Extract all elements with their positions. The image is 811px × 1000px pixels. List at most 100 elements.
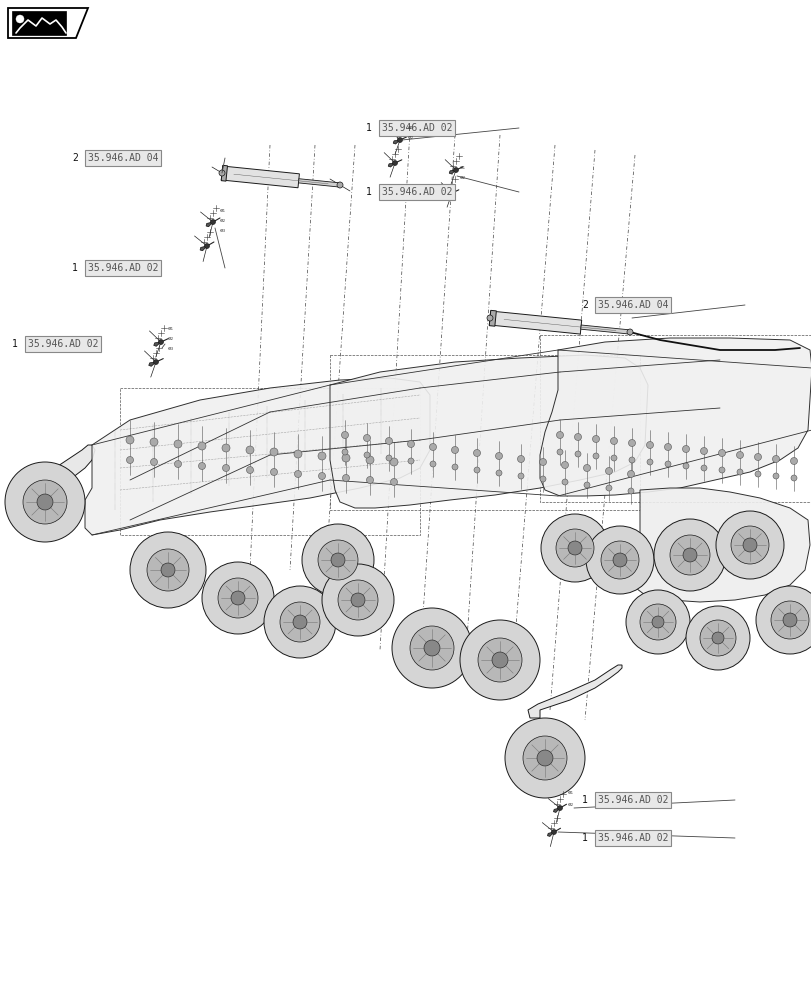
Circle shape: [342, 475, 349, 482]
Circle shape: [782, 613, 796, 627]
Circle shape: [294, 471, 301, 478]
Circle shape: [561, 462, 568, 468]
Circle shape: [153, 360, 158, 364]
Circle shape: [337, 182, 342, 188]
Circle shape: [221, 444, 230, 452]
Polygon shape: [200, 246, 207, 251]
Circle shape: [592, 453, 599, 459]
Circle shape: [5, 462, 85, 542]
Circle shape: [770, 601, 808, 639]
Text: 2: 2: [581, 300, 587, 310]
Circle shape: [385, 438, 392, 444]
Circle shape: [539, 476, 545, 482]
Circle shape: [753, 454, 761, 460]
Circle shape: [318, 540, 358, 580]
Polygon shape: [221, 166, 299, 188]
Circle shape: [270, 468, 277, 476]
Circle shape: [639, 604, 676, 640]
Circle shape: [318, 452, 325, 460]
Circle shape: [561, 479, 568, 485]
Circle shape: [23, 480, 67, 524]
Circle shape: [556, 432, 563, 438]
Circle shape: [556, 449, 562, 455]
Circle shape: [217, 578, 258, 618]
Polygon shape: [298, 179, 340, 187]
Circle shape: [754, 471, 760, 477]
Circle shape: [460, 620, 539, 700]
Circle shape: [736, 452, 743, 458]
Polygon shape: [85, 378, 430, 535]
Circle shape: [539, 458, 546, 466]
Circle shape: [158, 340, 163, 344]
Text: 35.946.AD 02: 35.946.AD 02: [28, 339, 98, 349]
Polygon shape: [388, 163, 394, 167]
Circle shape: [407, 440, 414, 448]
Text: e₁: e₁: [407, 125, 414, 130]
Circle shape: [718, 450, 724, 456]
Circle shape: [574, 451, 581, 457]
Circle shape: [568, 541, 581, 555]
Circle shape: [646, 442, 653, 448]
Circle shape: [322, 564, 393, 636]
Text: e₂: e₂: [168, 336, 174, 341]
Polygon shape: [539, 338, 811, 496]
Text: 35.946.AD 04: 35.946.AD 04: [88, 153, 158, 163]
Circle shape: [147, 549, 189, 591]
Circle shape: [430, 461, 436, 467]
Circle shape: [280, 602, 320, 642]
Circle shape: [202, 562, 273, 634]
Circle shape: [699, 620, 735, 656]
Circle shape: [517, 473, 523, 479]
Polygon shape: [221, 165, 227, 181]
Circle shape: [452, 464, 457, 470]
Circle shape: [130, 532, 206, 608]
Text: 1: 1: [366, 187, 371, 197]
Circle shape: [517, 456, 524, 462]
Text: 1: 1: [72, 263, 78, 273]
Text: e₃: e₃: [220, 228, 226, 233]
Text: e₁: e₁: [568, 790, 574, 795]
Circle shape: [664, 461, 670, 467]
Circle shape: [174, 460, 182, 468]
Circle shape: [600, 541, 638, 579]
Text: e₂: e₂: [568, 802, 574, 807]
Polygon shape: [527, 665, 621, 718]
Circle shape: [385, 455, 392, 461]
Circle shape: [586, 526, 653, 594]
Text: e₂: e₂: [220, 218, 226, 223]
Circle shape: [337, 580, 378, 620]
Text: 35.946.AD 02: 35.946.AD 02: [597, 833, 667, 843]
Circle shape: [700, 465, 706, 471]
Circle shape: [204, 243, 209, 248]
Polygon shape: [489, 310, 496, 326]
Polygon shape: [489, 311, 581, 334]
Polygon shape: [18, 445, 95, 510]
Circle shape: [161, 563, 175, 577]
Circle shape: [540, 514, 608, 582]
Text: 35.946.AD 02: 35.946.AD 02: [597, 795, 667, 805]
Polygon shape: [553, 808, 560, 812]
Circle shape: [126, 436, 134, 444]
Circle shape: [682, 548, 696, 562]
Circle shape: [294, 450, 302, 458]
Text: 2: 2: [72, 153, 78, 163]
Circle shape: [556, 529, 594, 567]
Circle shape: [150, 458, 157, 466]
Circle shape: [730, 526, 768, 564]
Text: e₁: e₁: [168, 326, 174, 331]
Circle shape: [390, 479, 397, 486]
Circle shape: [536, 750, 552, 766]
Circle shape: [293, 615, 307, 629]
Circle shape: [429, 444, 436, 450]
Circle shape: [700, 448, 706, 454]
Circle shape: [453, 167, 458, 172]
Circle shape: [755, 586, 811, 654]
Circle shape: [397, 137, 402, 142]
Circle shape: [350, 593, 365, 607]
Circle shape: [610, 455, 616, 461]
Text: e₁: e₁: [220, 208, 226, 213]
Circle shape: [605, 485, 611, 491]
Circle shape: [389, 458, 397, 466]
Circle shape: [629, 457, 634, 463]
Circle shape: [626, 329, 633, 335]
